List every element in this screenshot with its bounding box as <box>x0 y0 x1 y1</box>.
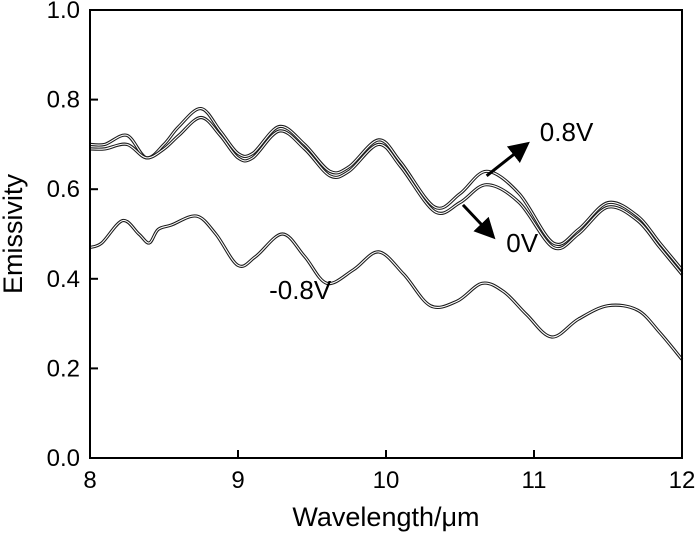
y-tick-label: 0.4 <box>47 266 80 293</box>
y-tick-label: 0.8 <box>47 87 80 114</box>
annotation-layer: 0.8V 0V -0.8V <box>269 117 594 305</box>
x-axis-title: Wavelength/μm <box>292 502 479 532</box>
plot-frame <box>89 9 683 459</box>
x-tick-label: 10 <box>373 467 400 494</box>
series-line-0-8v <box>89 215 683 360</box>
series-line-0-8v-outline <box>89 214 684 361</box>
y-tick-label: 0.0 <box>47 445 80 472</box>
arrow-layer <box>461 141 530 240</box>
x-tick-label: 11 <box>522 467 547 494</box>
arrow-0-8v <box>485 141 530 177</box>
x-tick-label: 12 <box>669 467 696 494</box>
series-layer <box>89 107 684 361</box>
x-tick-label: 8 <box>83 467 96 494</box>
y-tick-label: 0.6 <box>47 176 80 203</box>
tick-layer: 8 9 10 11 12 0.0 0.2 0.4 0.6 0.8 1.0 <box>47 0 696 494</box>
series-line-0v <box>89 116 683 275</box>
y-axis-title: Emissivity <box>0 174 28 294</box>
arrow-0v <box>461 203 496 240</box>
annotation-0-8v: 0.8V <box>540 117 594 147</box>
series-line-0-8v <box>89 108 683 271</box>
annotation-0-8v: -0.8V <box>269 275 332 305</box>
annotation-0v: 0V <box>506 228 538 258</box>
y-tick-label: 0.2 <box>47 355 80 382</box>
y-tick-label: 1.0 <box>47 0 80 24</box>
x-tick-label: 9 <box>231 467 244 494</box>
